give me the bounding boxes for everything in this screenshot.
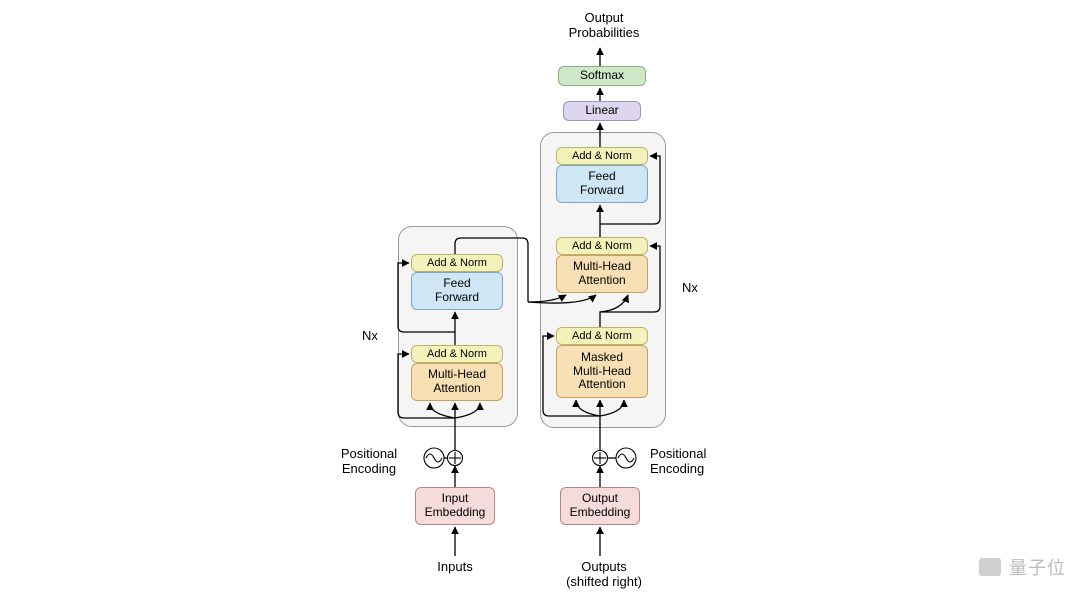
encoder-addnorm2-label: Add & Norm: [427, 257, 487, 270]
outputs-label: Outputs(shifted right): [554, 559, 654, 589]
nx-right-label: Nx: [682, 280, 698, 295]
output-embedding-label: OutputEmbedding: [570, 492, 631, 520]
pos-enc-right-label: PositionalEncoding: [650, 446, 750, 476]
wechat-icon: [979, 558, 1001, 576]
encoder-addnorm1-label: Add & Norm: [427, 348, 487, 361]
inputs-label: Inputs: [420, 559, 490, 574]
decoder-addnorm2-block: Add & Norm: [556, 237, 648, 255]
decoder-masked-mha-block: MaskedMulti-HeadAttention: [556, 345, 648, 398]
decoder-addnorm1-label: Add & Norm: [572, 330, 632, 343]
watermark-text: 量子位: [1009, 554, 1066, 580]
diagram-canvas: { "meta": { "width": 1080, "height": 598…: [0, 0, 1080, 598]
output-prob-label: OutputProbabilities: [554, 10, 654, 40]
softmax-label: Softmax: [580, 69, 624, 83]
output-embedding-block: OutputEmbedding: [560, 487, 640, 525]
encoder-mha-label: Multi-HeadAttention: [428, 368, 486, 396]
decoder-addnorm3-block: Add & Norm: [556, 147, 648, 165]
decoder-addnorm2-label: Add & Norm: [572, 240, 632, 253]
encoder-ff-block: FeedForward: [411, 272, 503, 310]
input-embedding-block: InputEmbedding: [415, 487, 495, 525]
encoder-addnorm1-block: Add & Norm: [411, 345, 503, 363]
decoder-mha-block: Multi-HeadAttention: [556, 255, 648, 293]
watermark: 量子位: [979, 554, 1066, 580]
pos-enc-left-label: PositionalEncoding: [322, 446, 416, 476]
decoder-ff-label: FeedForward: [580, 170, 624, 198]
nx-left-label: Nx: [362, 328, 378, 343]
decoder-masked-mha-label: MaskedMulti-HeadAttention: [573, 351, 631, 392]
decoder-mha-label: Multi-HeadAttention: [573, 260, 631, 288]
decoder-addnorm1-block: Add & Norm: [556, 327, 648, 345]
encoder-ff-label: FeedForward: [435, 277, 479, 305]
softmax-block: Softmax: [558, 66, 646, 86]
linear-block: Linear: [563, 101, 641, 121]
encoder-mha-block: Multi-HeadAttention: [411, 363, 503, 401]
input-embedding-label: InputEmbedding: [425, 492, 486, 520]
encoder-addnorm2-block: Add & Norm: [411, 254, 503, 272]
decoder-addnorm3-label: Add & Norm: [572, 150, 632, 163]
decoder-ff-block: FeedForward: [556, 165, 648, 203]
linear-label: Linear: [585, 104, 618, 118]
